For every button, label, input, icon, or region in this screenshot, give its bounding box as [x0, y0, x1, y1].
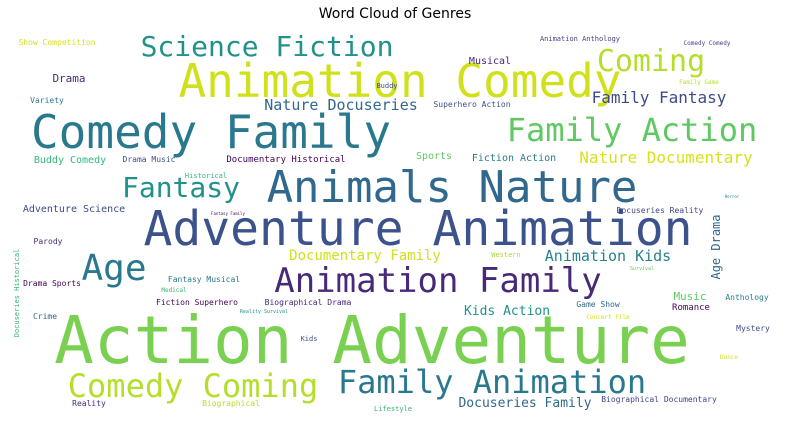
word-fantasy: Fantasy [122, 171, 240, 204]
word-show-competition: Show Competition [18, 38, 95, 47]
word-fantasy-musical: Fantasy Musical [168, 275, 240, 284]
word-science-fiction: Science Fiction [141, 30, 394, 63]
word-buddy: Buddy [376, 82, 397, 90]
word-documentary-family: Documentary Family [289, 248, 441, 264]
word-adventure-animation: Adventure Animation [143, 201, 692, 257]
word-animation-comedy: Animation Comedy [178, 54, 621, 108]
word-crime: Crime [33, 312, 57, 321]
word-horror: Horror [725, 194, 740, 199]
word-anthology: Anthology [725, 293, 769, 302]
word-survival: Survival [630, 266, 654, 272]
word-animals-nature: Animals Nature [267, 162, 638, 213]
word-comedy-comedy: Comedy Comedy [684, 40, 731, 47]
word-historical: Historical [185, 172, 227, 180]
word-superhero-action: Superhero Action [433, 100, 510, 109]
word-docuseries-historical: Docuseries Historical [13, 249, 21, 338]
word-kids-action: Kids Action [464, 304, 550, 319]
word-age: Age [81, 248, 146, 289]
word-parody: Parody [34, 237, 63, 246]
word-drama: Drama [52, 72, 85, 85]
word-western: Western [491, 251, 521, 259]
word-biographical: Biographical [202, 399, 260, 408]
word-buddy-comedy: Buddy Comedy [34, 155, 106, 166]
word-sports: Sports [416, 151, 452, 162]
word-biographical-drama: Biographical Drama [265, 298, 352, 307]
word-kids: Kids [301, 335, 318, 343]
word-dance: Dance [720, 354, 738, 361]
word-coming: Coming [597, 44, 705, 79]
word-docuseries-family: Docuseries Family [458, 396, 591, 411]
word-variety: Variety [30, 96, 64, 105]
word-family-fantasy: Family Fantasy [592, 88, 727, 107]
word-nature-docuseries: Nature Docuseries [264, 96, 418, 114]
word-adventure-science: Adventure Science [23, 204, 125, 215]
word-animation-kids: Animation Kids [545, 247, 671, 265]
word-action-adventure: Action Adventure [54, 302, 690, 379]
word-game-show: Game Show [576, 300, 620, 309]
word-family-action: Family Action [507, 111, 757, 149]
word-comedy-family: Comedy Family [31, 105, 391, 159]
word-drama-sports: Drama Sports [23, 279, 81, 288]
chart-title: Word Cloud of Genres [318, 6, 472, 22]
word-biographical-documentary: Biographical Documentary [601, 395, 717, 404]
word-comedy-coming: Comedy Coming [68, 367, 318, 405]
word-mystery: Mystery [736, 324, 770, 333]
word-fantasy-family: Fantasy Family [211, 211, 245, 216]
word-animation-anthology: Animation Anthology [540, 35, 620, 43]
word-fiction-action: Fiction Action [472, 153, 556, 164]
word-reality-survival: Reality Survival [240, 309, 288, 315]
word-reality: Reality [72, 399, 106, 408]
word-medical: Medical [161, 287, 187, 294]
word-documentary-historical: Documentary Historical [226, 155, 345, 165]
word-docuseries-reality: Docuseries Reality [617, 206, 704, 215]
word-concert-film: Concert Film [586, 314, 630, 321]
word-nature-documentary: Nature Documentary [579, 148, 753, 167]
word-family-animation: Family Animation [338, 363, 646, 401]
word-romance: Romance [672, 303, 710, 313]
word-family-game: Family Game [679, 79, 719, 86]
word-lifestyle: Lifestyle [374, 405, 412, 413]
word-music: Music [673, 290, 706, 303]
word-drama-music: Drama Music [123, 155, 176, 164]
word-age-drama: Age Drama [709, 214, 723, 279]
word-musical: Musical [469, 56, 511, 67]
word-fiction-superhero: Fiction Superhero [156, 298, 238, 307]
word-animation-family: Animation Family [274, 261, 602, 301]
